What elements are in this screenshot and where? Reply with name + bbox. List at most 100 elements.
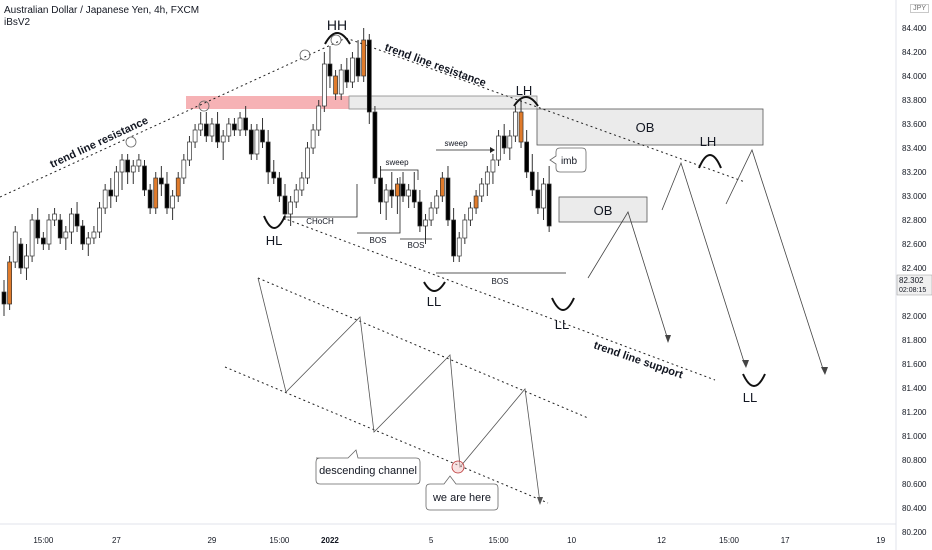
candle[interactable] <box>445 166 451 226</box>
candle[interactable] <box>248 124 254 160</box>
candle[interactable] <box>513 106 518 142</box>
candle[interactable] <box>484 166 490 196</box>
candle[interactable] <box>159 166 164 196</box>
candle[interactable] <box>114 166 119 202</box>
candle[interactable] <box>383 184 389 220</box>
candle[interactable] <box>327 46 333 88</box>
candle[interactable] <box>277 172 282 202</box>
candle[interactable] <box>237 112 243 136</box>
candle[interactable] <box>220 130 226 160</box>
candle[interactable] <box>462 214 468 244</box>
supply-zone-extension[interactable] <box>348 95 538 110</box>
candle[interactable] <box>411 172 417 208</box>
time-axis[interactable]: 15:00272915:002022515:00101215:00171915:… <box>33 536 932 545</box>
candle[interactable] <box>395 178 400 214</box>
candle[interactable] <box>63 226 69 250</box>
candle[interactable] <box>501 124 507 154</box>
indicator-name[interactable]: iBsV2 <box>4 17 31 28</box>
candle[interactable] <box>97 202 102 238</box>
candle[interactable] <box>226 118 232 142</box>
candle[interactable] <box>451 208 456 262</box>
candle[interactable] <box>108 178 114 208</box>
candle[interactable] <box>125 154 130 184</box>
currency-badge[interactable]: JPY <box>910 4 929 13</box>
candle[interactable] <box>355 40 361 82</box>
candle[interactable] <box>35 208 41 244</box>
candle[interactable] <box>496 130 501 166</box>
candle[interactable] <box>372 106 378 184</box>
candle[interactable] <box>406 184 411 208</box>
candle[interactable] <box>74 202 80 232</box>
candle[interactable] <box>40 232 46 250</box>
candle[interactable] <box>46 214 52 250</box>
candle[interactable] <box>518 100 524 148</box>
candle[interactable] <box>29 214 35 262</box>
candle[interactable] <box>170 190 175 220</box>
candle[interactable] <box>153 172 159 214</box>
candle[interactable] <box>175 172 181 202</box>
resistance-trendline-rising[interactable] <box>0 37 347 198</box>
candle[interactable] <box>198 112 204 136</box>
candle[interactable] <box>350 52 355 88</box>
supply-zone[interactable] <box>186 96 349 109</box>
candle[interactable] <box>187 136 192 166</box>
candle[interactable] <box>490 154 496 184</box>
candle[interactable] <box>529 154 535 196</box>
candle[interactable] <box>541 178 546 220</box>
candle[interactable] <box>24 244 29 280</box>
order-block-zone-bottom[interactable] <box>558 196 648 223</box>
candle[interactable] <box>232 118 237 136</box>
channel-lower-line[interactable] <box>224 366 549 504</box>
candle[interactable] <box>119 154 125 190</box>
candle[interactable] <box>288 196 293 226</box>
candle[interactable] <box>136 154 142 172</box>
candle[interactable] <box>361 28 367 82</box>
candle[interactable] <box>102 184 108 214</box>
candle[interactable] <box>192 124 198 148</box>
candle[interactable] <box>344 58 350 88</box>
candle[interactable] <box>546 166 552 232</box>
candle[interactable] <box>80 220 86 250</box>
candle[interactable] <box>479 178 485 202</box>
candle[interactable] <box>378 166 383 214</box>
candle[interactable] <box>428 202 434 226</box>
candle[interactable] <box>260 118 265 148</box>
candle[interactable] <box>203 112 209 142</box>
candle[interactable] <box>535 172 541 214</box>
candle[interactable] <box>305 142 310 184</box>
candle[interactable] <box>91 226 97 244</box>
candle[interactable] <box>299 172 305 196</box>
candle[interactable] <box>333 70 338 100</box>
candle[interactable] <box>366 34 372 124</box>
support-trendline[interactable] <box>282 217 716 381</box>
candle[interactable] <box>417 190 423 232</box>
candle[interactable] <box>507 130 513 160</box>
resistance-trendline-falling[interactable] <box>345 37 746 183</box>
candle[interactable] <box>338 64 344 100</box>
order-block-zone-top[interactable] <box>536 108 764 146</box>
candle[interactable] <box>400 172 406 202</box>
candle[interactable] <box>209 118 215 142</box>
candle[interactable] <box>321 52 327 112</box>
candle[interactable] <box>468 202 473 226</box>
candle[interactable] <box>85 232 91 256</box>
candle[interactable] <box>1 280 7 316</box>
candle[interactable] <box>440 172 445 202</box>
candle[interactable] <box>243 106 249 136</box>
candle[interactable] <box>57 214 63 244</box>
candle[interactable] <box>265 130 271 184</box>
candle[interactable] <box>164 172 170 214</box>
candle[interactable] <box>282 184 288 220</box>
candle[interactable] <box>293 184 299 208</box>
candle[interactable] <box>473 190 479 214</box>
candle[interactable] <box>52 208 57 226</box>
symbol-title[interactable]: Australian Dollar / Japanese Yen, 4h, FX… <box>4 5 200 16</box>
candle[interactable] <box>524 130 530 178</box>
candle[interactable] <box>147 184 153 214</box>
candle[interactable] <box>142 160 147 196</box>
candle[interactable] <box>389 172 395 208</box>
candle[interactable] <box>18 238 24 274</box>
candle[interactable] <box>181 154 187 184</box>
candle[interactable] <box>271 160 277 184</box>
candle[interactable] <box>69 208 74 244</box>
